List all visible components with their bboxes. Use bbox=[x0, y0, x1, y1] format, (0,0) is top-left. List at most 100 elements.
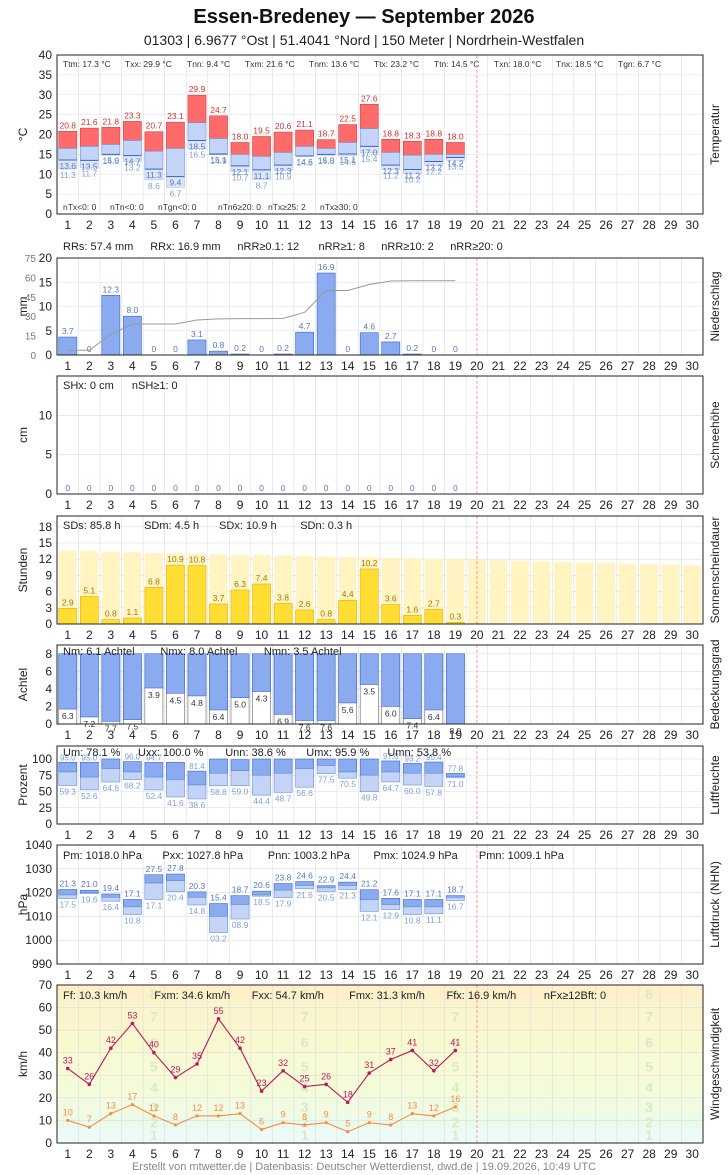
x-tick-label: 9 bbox=[237, 828, 244, 842]
x-tick-label: 26 bbox=[599, 628, 613, 642]
x-tick-label: 7 bbox=[194, 628, 201, 642]
humidity-lower-bar bbox=[252, 774, 271, 796]
station-info: 01303 | 6.9677 °Ost | 51.4041 °Nord | 15… bbox=[143, 32, 585, 48]
y-tick-label: 0 bbox=[45, 348, 52, 362]
x-tick-label: 6 bbox=[172, 218, 179, 232]
x-tick-label: 1 bbox=[64, 359, 71, 373]
mean-wind-point bbox=[259, 1127, 264, 1132]
x-tick-label: 28 bbox=[642, 828, 656, 842]
mean-wind-point bbox=[281, 1121, 285, 1125]
x-tick-label: 6 bbox=[172, 728, 179, 742]
humidity-upper-bar bbox=[230, 759, 250, 772]
x-tick-label: 21 bbox=[492, 968, 506, 982]
x-tick-label: 9 bbox=[237, 218, 244, 232]
cloud-label: 7.6 bbox=[320, 722, 332, 732]
pressure-upper-bar bbox=[381, 898, 401, 905]
humidity-min-label: 71.0 bbox=[447, 779, 464, 789]
x-tick-label: 2 bbox=[86, 968, 93, 982]
pressure-min-label: 19.6 bbox=[81, 895, 98, 905]
x-tick-label: 27 bbox=[621, 1147, 635, 1161]
x-tick-label: 14 bbox=[341, 498, 355, 512]
x-tick-label: 10 bbox=[255, 498, 269, 512]
sun-possible-bar bbox=[553, 561, 573, 624]
cloud-label: 6.3 bbox=[62, 711, 74, 721]
pressure-upper-bar bbox=[402, 899, 422, 908]
sun-possible-bar bbox=[295, 555, 314, 624]
pressure-max-label: 21.2 bbox=[361, 879, 378, 889]
rain-label: 0 bbox=[453, 344, 458, 354]
snow-label: 0 bbox=[259, 483, 264, 493]
pressure-lower-bar bbox=[316, 887, 336, 892]
x-tick-label: 26 bbox=[599, 1147, 613, 1161]
rain-bar bbox=[101, 295, 121, 356]
tground-label: 14.8 bbox=[318, 156, 335, 166]
pressure-max-label: 20.6 bbox=[253, 880, 270, 890]
tmin-label: 14.2 bbox=[447, 159, 464, 169]
x-tick-label: 14 bbox=[341, 218, 355, 232]
sun-possible-bar bbox=[661, 564, 680, 624]
x-tick-label: 22 bbox=[513, 359, 527, 373]
snow-label: 0 bbox=[195, 483, 200, 493]
sun-possible-bar bbox=[317, 556, 336, 624]
gust-point bbox=[410, 1048, 415, 1053]
pressure-upper-bar bbox=[230, 895, 250, 905]
humidity-upper-bar bbox=[381, 760, 401, 773]
x-tick-label: 22 bbox=[513, 498, 527, 512]
pressure-min-label: 16.7 bbox=[447, 901, 464, 911]
tmin-label: 13.6 bbox=[59, 161, 76, 171]
stat-label: Fxx: 54.7 km/h bbox=[252, 990, 324, 1002]
x-tick-label: 23 bbox=[535, 968, 549, 982]
stat-label: Ttn: 14.5 °C bbox=[434, 59, 479, 69]
x-tick-label: 29 bbox=[664, 498, 678, 512]
gust-label: 23 bbox=[257, 1078, 267, 1088]
y-tick-label: 1020 bbox=[25, 886, 52, 900]
pressure-max-label: 17.6 bbox=[382, 887, 399, 897]
plot-border bbox=[56, 745, 704, 825]
tmax-label: 20.7 bbox=[146, 121, 163, 131]
tmean-bar bbox=[273, 152, 293, 166]
pressure-min-label: 12.1 bbox=[361, 912, 378, 922]
x-tick-label: 6 bbox=[172, 359, 179, 373]
y-axis-label: Achtel bbox=[16, 668, 30, 701]
beaufort-label: 1 bbox=[645, 1127, 653, 1143]
humidity-lower-bar bbox=[123, 771, 142, 780]
humidity-max-label: 77.8 bbox=[448, 764, 464, 773]
mean-wind-point bbox=[410, 1112, 414, 1116]
x-tick-label: 22 bbox=[513, 218, 527, 232]
tmax-label: 21.8 bbox=[103, 116, 120, 126]
mean-wind-point bbox=[130, 1103, 134, 1107]
beaufort-label: 6 bbox=[645, 1035, 653, 1051]
plot-border bbox=[56, 644, 704, 725]
gust-point bbox=[259, 1089, 264, 1093]
tmax-bar bbox=[101, 127, 121, 145]
y-tick-label: 20 bbox=[39, 251, 53, 265]
x-tick-label: 28 bbox=[642, 498, 656, 512]
x-tick-label: 15 bbox=[363, 218, 377, 232]
x-tick-label: 18 bbox=[427, 1147, 441, 1161]
mean-wind-point bbox=[238, 1112, 242, 1116]
rain-label: 8.0 bbox=[126, 305, 138, 315]
x-tick-label: 1 bbox=[64, 828, 71, 842]
tmax-label: 21.6 bbox=[81, 117, 98, 127]
x-tick-label: 21 bbox=[492, 218, 506, 232]
humidity-upper-bar bbox=[144, 762, 164, 778]
y-tick-label: 18 bbox=[39, 520, 53, 534]
pressure-lower-bar bbox=[252, 894, 271, 897]
snow-label: 0 bbox=[152, 483, 157, 493]
x-tick-label: 30 bbox=[686, 968, 700, 982]
tmax-bar bbox=[123, 121, 142, 141]
pressure-min-label: 11.1 bbox=[426, 915, 442, 925]
gust-point bbox=[281, 1068, 285, 1073]
stat-label: nRR≥20: 0 bbox=[450, 241, 503, 253]
tground-label: 10.2 bbox=[404, 174, 421, 184]
tmean-bar bbox=[402, 154, 422, 170]
mean-wind-label: 9 bbox=[324, 1110, 329, 1120]
pressure-min-label: 03.2 bbox=[210, 934, 227, 944]
x-tick-label: 14 bbox=[341, 728, 355, 742]
sun-possible-bar bbox=[101, 551, 120, 624]
pressure-min-label: 20.4 bbox=[167, 893, 184, 903]
gust-point bbox=[195, 1062, 199, 1066]
rain-bar bbox=[381, 341, 401, 356]
mean-wind-point bbox=[195, 1114, 199, 1118]
pressure-upper-bar bbox=[295, 881, 314, 886]
